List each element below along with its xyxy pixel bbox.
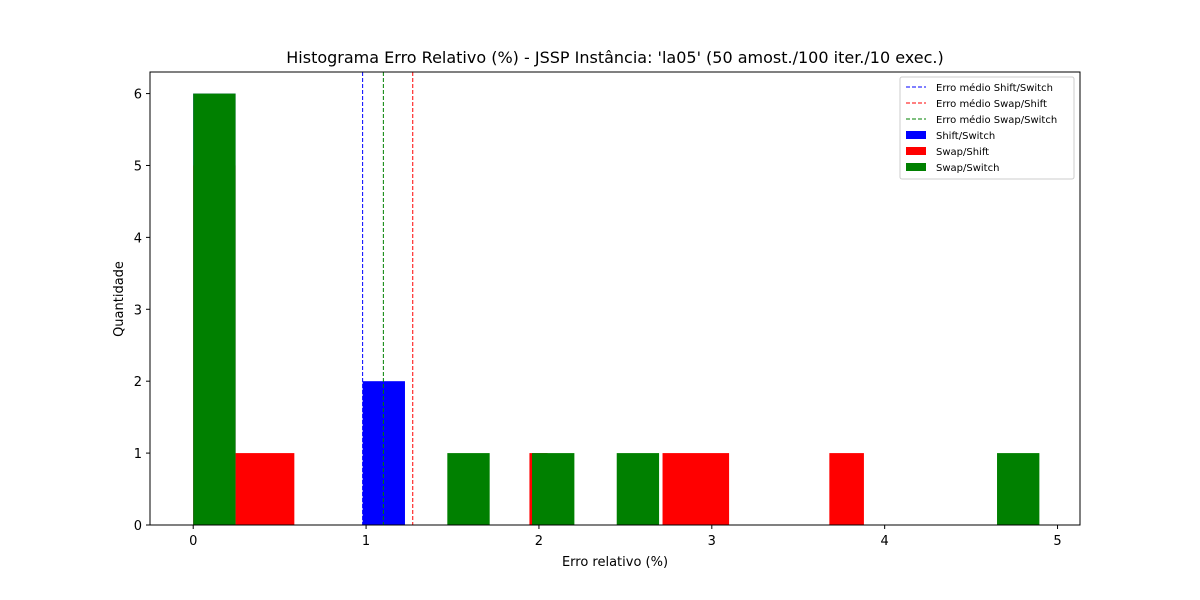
y-tick-label: 5: [134, 159, 142, 174]
bars-layer: [193, 93, 1040, 526]
x-tick-label: 2: [535, 534, 543, 549]
x-axis-ticks: 0 1 2 3 4 5: [189, 525, 1062, 549]
legend-label: Swap/Switch: [936, 163, 999, 174]
bar-swap-switch-1: [447, 453, 490, 525]
y-tick-label: 2: [134, 375, 142, 390]
y-tick-label: 6: [134, 88, 142, 103]
chart-title: Histograma Erro Relativo (%) - JSSP Inst…: [286, 48, 943, 67]
legend-patch-swatch: [906, 131, 926, 139]
legend: Erro médio Shift/Switch Erro médio Swap/S…: [899, 76, 1075, 180]
bar-swap-switch-0: [193, 93, 236, 526]
y-tick-label: 3: [134, 303, 142, 318]
y-axis-label: Quantidade: [112, 261, 127, 337]
y-axis-ticks: 0 1 2 3 4 5 6: [134, 88, 150, 534]
bar-swap-switch-4: [997, 453, 1040, 525]
x-tick-label: 3: [708, 534, 716, 549]
bar-swap-switch-3: [616, 453, 660, 525]
bar-swap-shift-4: [829, 453, 864, 525]
bar-swap-shift-1: [235, 453, 295, 525]
legend-label: Erro médio Swap/Switch: [936, 114, 1057, 126]
mean-lines-layer: [362, 72, 414, 525]
legend-patch-swatch: [906, 163, 926, 171]
x-tick-label: 0: [189, 534, 197, 549]
y-tick-label: 4: [134, 231, 142, 246]
x-tick-label: 1: [362, 534, 370, 549]
x-tick-label: 5: [1053, 534, 1061, 549]
bar-swap-shift-3: [662, 453, 730, 525]
y-tick-label: 1: [134, 447, 142, 462]
legend-label: Swap/Shift: [936, 147, 989, 158]
x-axis-label: Erro relativo (%): [562, 555, 668, 570]
legend-patch-swatch: [906, 147, 926, 155]
y-tick-label: 0: [134, 519, 142, 534]
bar-swap-switch-2: [532, 453, 575, 525]
legend-label: Shift/Switch: [936, 131, 995, 142]
x-tick-label: 4: [881, 534, 889, 549]
axes-frame: [149, 71, 1081, 526]
legend-label: Erro médio Swap/Shift: [936, 98, 1047, 110]
legend-label: Erro médio Shift/Switch: [936, 82, 1053, 94]
legend-box: [899, 76, 1075, 180]
